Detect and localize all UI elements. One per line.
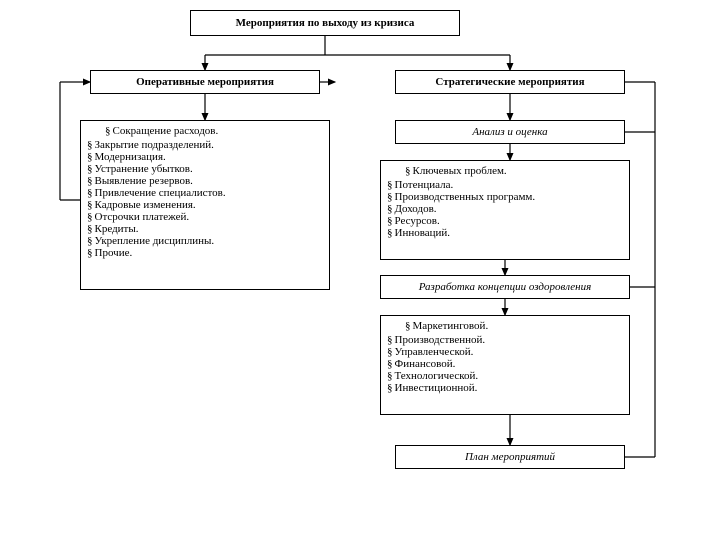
concept-text: Разработка концепции оздоровления: [419, 281, 592, 293]
list-item: Инвестиционной.: [387, 382, 623, 394]
concept-list-box: Маркетинговой. Производственной.Управлен…: [380, 315, 630, 415]
list-item: Выявление резервов.: [87, 175, 323, 187]
list-item: Устранение убытков.: [87, 163, 323, 175]
analysis-text: Анализ и оценка: [472, 126, 547, 138]
list-item: Производственных программ.: [387, 191, 623, 203]
list-item: Укрепление дисциплины.: [87, 235, 323, 247]
plan-box: План мероприятий: [395, 445, 625, 469]
list-item: Модернизация.: [87, 151, 323, 163]
list-item: Производственной.: [387, 334, 623, 346]
left-items-list: Закрытие подразделений.Модернизация.Устр…: [87, 139, 323, 259]
concept-box: Разработка концепции оздоровления: [380, 275, 630, 299]
left-first-item: Сокращение расходов.: [87, 125, 323, 137]
list-item: Отсрочки платежей.: [87, 211, 323, 223]
left-heading-text: Оперативные мероприятия: [136, 76, 274, 88]
key-list-box: Ключевых проблем. Потенциала.Производств…: [380, 160, 630, 260]
list-item: Кадровые изменения.: [87, 199, 323, 211]
title-box: Мероприятия по выходу из кризиса: [190, 10, 460, 36]
list-item: Инноваций.: [387, 227, 623, 239]
list-item: Закрытие подразделений.: [87, 139, 323, 151]
key-first-item: Ключевых проблем.: [387, 165, 623, 177]
list-item: Прочие.: [87, 247, 323, 259]
concept-first-item: Маркетинговой.: [387, 320, 623, 332]
list-item: Привлечение специалистов.: [87, 187, 323, 199]
right-heading-box: Стратегические мероприятия: [395, 70, 625, 94]
right-heading-text: Стратегические мероприятия: [435, 76, 584, 88]
concept-items-list: Производственной.Управленческой.Финансов…: [387, 334, 623, 394]
list-item: Доходов.: [387, 203, 623, 215]
list-item: Технологической.: [387, 370, 623, 382]
list-item: Финансовой.: [387, 358, 623, 370]
list-item: Управленческой.: [387, 346, 623, 358]
list-item: Ресурсов.: [387, 215, 623, 227]
title-text: Мероприятия по выходу из кризиса: [236, 17, 415, 29]
key-items-list: Потенциала.Производственных программ.Дох…: [387, 179, 623, 239]
analysis-box: Анализ и оценка: [395, 120, 625, 144]
plan-text: План мероприятий: [465, 451, 555, 463]
left-list-box: Сокращение расходов. Закрытие подразделе…: [80, 120, 330, 290]
left-heading-box: Оперативные мероприятия: [90, 70, 320, 94]
list-item: Кредиты.: [87, 223, 323, 235]
list-item: Потенциала.: [387, 179, 623, 191]
